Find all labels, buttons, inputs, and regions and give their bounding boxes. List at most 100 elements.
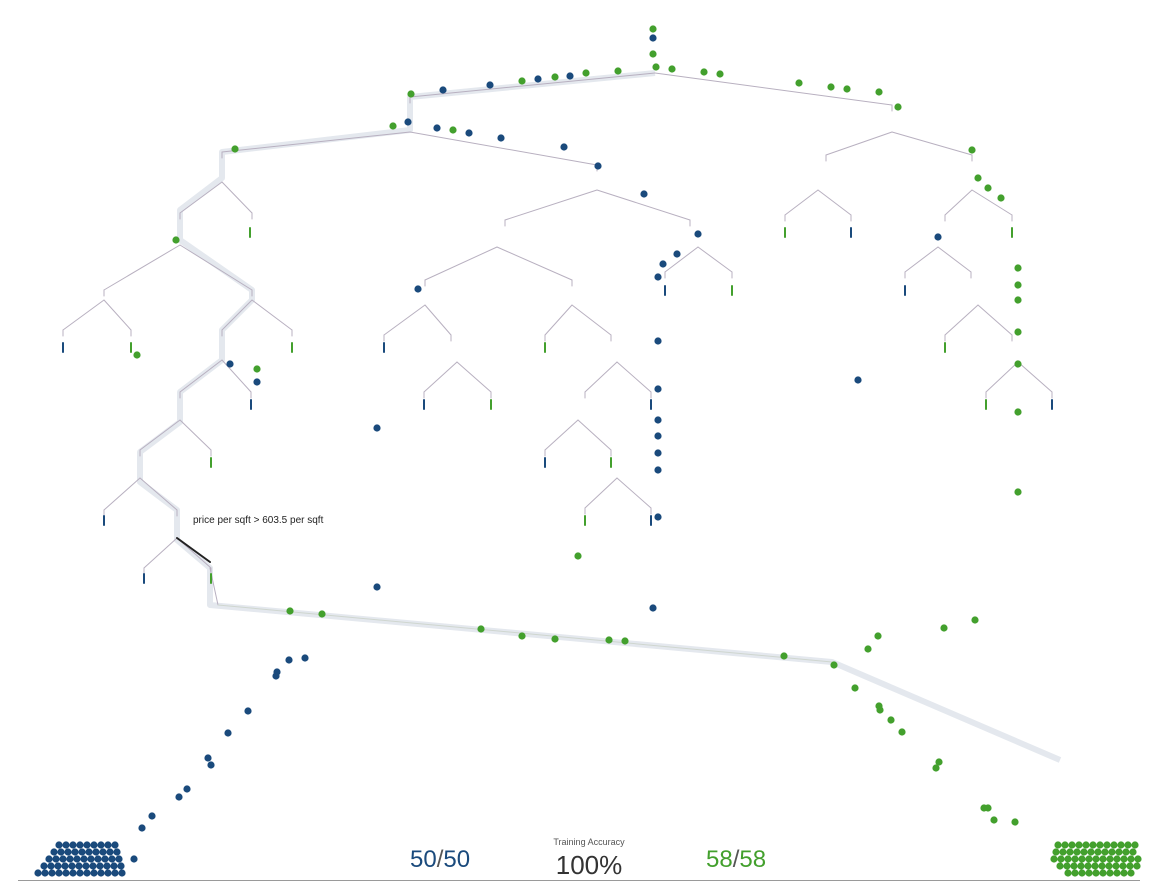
flow-path-highlight: [137, 70, 1062, 763]
sample-dot-a: [47, 862, 55, 870]
baseline-axis: [18, 880, 1140, 881]
split-branch: [179, 419, 212, 451]
sample-dot-a: [62, 841, 70, 849]
sample-dot-a: [373, 583, 381, 591]
sample-dot-b: [1070, 862, 1078, 870]
split-branch: [143, 537, 178, 569]
sample-dot-a: [148, 812, 156, 820]
sample-dot-b: [1087, 848, 1095, 856]
class-b-total: 58: [739, 846, 767, 873]
split-branch: [504, 189, 598, 221]
split-branch: [944, 189, 973, 216]
sample-dot-a: [673, 250, 681, 258]
sample-dot-a: [640, 190, 648, 198]
sample-dot-b: [1014, 488, 1022, 496]
sample-dot-a: [111, 841, 119, 849]
sample-dot-b: [1134, 855, 1142, 863]
split-branch: [139, 477, 178, 511]
split-branch: [221, 131, 411, 153]
sample-dot-a: [486, 81, 494, 89]
sample-dot-b: [1094, 848, 1102, 856]
sample-dot-b: [1071, 855, 1079, 863]
sample-dot-a: [87, 855, 95, 863]
sample-dot-b: [1014, 264, 1022, 272]
sample-dot-b: [1113, 869, 1121, 877]
sample-dot-b: [1127, 855, 1135, 863]
split-branch: [971, 189, 1013, 216]
sample-dot-a: [90, 841, 98, 849]
split-branch: [577, 419, 612, 451]
sample-dot-a: [48, 869, 56, 877]
sample-dot-b: [1106, 869, 1114, 877]
sample-dot-b: [843, 85, 851, 93]
sample-dot-a: [433, 124, 441, 132]
sample-dot-a: [101, 855, 109, 863]
sample-dot-b: [894, 103, 902, 111]
sample-dot-a: [55, 841, 63, 849]
sample-dot-b: [449, 126, 457, 134]
split-branch: [139, 419, 181, 451]
sample-dot-b: [940, 624, 948, 632]
sample-dot-b: [1068, 841, 1076, 849]
sample-dot-b: [1071, 869, 1079, 877]
split-branch: [697, 246, 733, 273]
sample-dot-b: [649, 50, 657, 58]
sample-dot-b: [1054, 841, 1062, 849]
sample-dot-b: [1011, 818, 1019, 826]
sample-dot-a: [66, 855, 74, 863]
sample-dot-b: [286, 607, 294, 615]
sample-dot-a: [654, 273, 662, 281]
sample-dot-a: [118, 869, 126, 877]
sample-dot-a: [244, 707, 252, 715]
sample-dot-a: [465, 129, 473, 137]
split-branch: [544, 419, 579, 451]
sample-dot-a: [253, 378, 261, 386]
sample-dot-b: [1112, 862, 1120, 870]
sample-dot-b: [477, 625, 485, 633]
sample-dot-a: [130, 855, 138, 863]
split-branch: [584, 477, 618, 509]
sample-dot-a: [89, 862, 97, 870]
sample-dot-b: [1115, 848, 1123, 856]
sample-dot-b: [518, 77, 526, 85]
sample-dot-a: [175, 793, 183, 801]
sample-dot-b: [874, 632, 882, 640]
sample-dot-b: [932, 764, 940, 772]
sample-dot-a: [654, 337, 662, 345]
sample-dot-b: [997, 194, 1005, 202]
sample-dot-b: [875, 88, 883, 96]
sample-dot-b: [318, 610, 326, 618]
sample-dot-b: [621, 637, 629, 645]
sample-dot-b: [1113, 855, 1121, 863]
split-branch: [496, 246, 573, 281]
sample-dot-b: [1082, 841, 1090, 849]
sample-dot-b: [605, 636, 613, 644]
sample-dot-a: [373, 424, 381, 432]
sample-dot-b: [668, 65, 676, 73]
sample-dot-b: [1056, 862, 1064, 870]
sample-dot-b: [652, 63, 660, 71]
sample-dot-a: [94, 855, 102, 863]
split-branch: [1017, 361, 1053, 393]
sample-dot-b: [1066, 848, 1074, 856]
sample-dot-b: [518, 632, 526, 640]
sample-dot-b: [984, 804, 992, 812]
sample-dot-b: [1085, 855, 1093, 863]
sample-dot-b: [984, 184, 992, 192]
sample-dot-b: [935, 758, 943, 766]
class-b-correct: 58: [706, 846, 733, 873]
split-branch: [784, 189, 819, 216]
sample-dot-a: [204, 754, 212, 762]
sample-dot-b: [1092, 869, 1100, 877]
sample-dot-b: [1131, 841, 1139, 849]
sample-dot-b: [1096, 841, 1104, 849]
sample-dot-b: [876, 706, 884, 714]
sample-dot-a: [106, 848, 114, 856]
split-branch: [424, 304, 452, 336]
sample-dot-b: [851, 684, 859, 692]
sample-dot-a: [534, 75, 542, 83]
sample-dot-a: [69, 841, 77, 849]
sample-dot-b: [1084, 862, 1092, 870]
sample-dot-a: [560, 143, 568, 151]
